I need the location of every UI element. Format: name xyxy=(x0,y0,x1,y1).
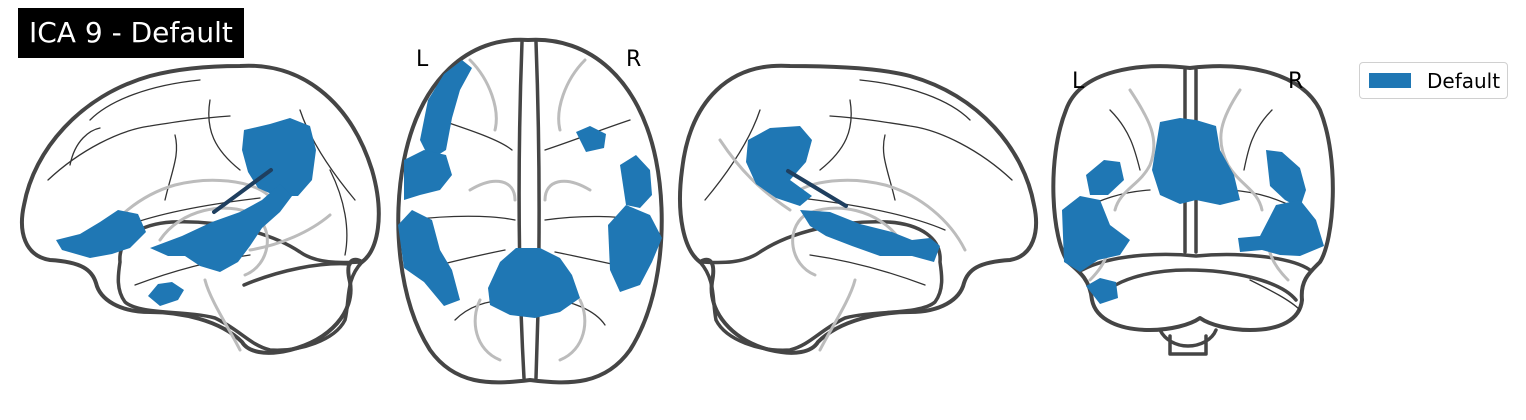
axial-midline xyxy=(517,40,526,380)
legend-label: Default xyxy=(1427,69,1501,93)
sagittal-right-outline xyxy=(678,63,1039,355)
sagittal-right-angular-cluster xyxy=(746,126,812,206)
coronal-right-lateral-cluster xyxy=(1238,200,1324,256)
legend-swatch xyxy=(1369,73,1411,88)
axial-precuneus-cluster xyxy=(488,248,580,318)
axial-network-clusters xyxy=(398,60,662,318)
axial-left-lateral-cluster xyxy=(404,150,452,200)
sagittal-right-network-clusters xyxy=(746,126,940,262)
sagittal-right-sulci xyxy=(704,79,1013,286)
sagittal-left-frontal-cluster xyxy=(56,210,146,258)
sagittal-right-view xyxy=(678,63,1039,355)
axial-deep-structures xyxy=(468,58,592,362)
coronal-network-clusters xyxy=(1062,118,1324,304)
axial-left-label: L xyxy=(416,47,429,72)
legend: Default xyxy=(1359,62,1508,99)
axial-right-frontal-cluster xyxy=(576,126,606,152)
coronal-precuneus-cluster xyxy=(1152,118,1240,205)
sagittal-left-temporal-cluster xyxy=(150,184,292,272)
axial-outline xyxy=(396,37,664,385)
coronal-left-label: L xyxy=(1072,69,1085,94)
axial-right-parietal-cluster xyxy=(608,205,662,292)
coronal-right-parietal-cluster xyxy=(1266,150,1306,208)
axial-left-parietal-cluster xyxy=(398,210,460,306)
coronal-left-parietal-cluster xyxy=(1086,160,1124,195)
sagittal-left-outline xyxy=(19,63,381,355)
sagittal-right-temporal-cluster xyxy=(800,210,940,262)
coronal-cerebellum xyxy=(1080,252,1312,356)
axial-left-frontal-cluster xyxy=(420,60,472,160)
sagittal-left-cerebellum xyxy=(116,220,364,352)
coronal-left-inferior-cluster xyxy=(1086,278,1118,304)
coronal-view: L R xyxy=(1051,64,1335,356)
coronal-right-label: R xyxy=(1288,69,1303,94)
figure-title: ICA 9 - Default xyxy=(18,8,244,58)
coronal-left-lateral-cluster xyxy=(1062,196,1130,272)
sagittal-left-inferior-cluster xyxy=(148,282,184,306)
axial-right-lateral-cluster xyxy=(620,155,652,208)
axial-view: L R xyxy=(396,37,664,385)
axial-right-label: R xyxy=(626,47,641,72)
sagittal-left-view xyxy=(19,63,381,355)
sagittal-right-cerebellum xyxy=(698,220,944,352)
